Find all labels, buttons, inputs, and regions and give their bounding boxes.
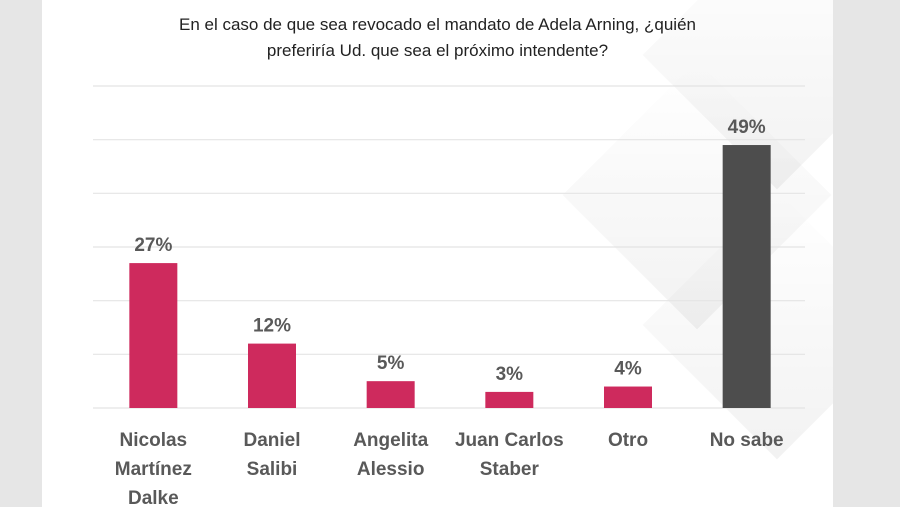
bar [129, 263, 178, 408]
data-label: 12% [253, 316, 291, 337]
data-label: 5% [377, 353, 405, 374]
category-label: Angelita [353, 430, 428, 451]
bar [248, 343, 296, 408]
bar [485, 391, 534, 408]
chart-title-line: En el caso de que sea revocado el mandat… [179, 15, 696, 34]
category-label: Otro [608, 430, 648, 451]
category-label: Staber [480, 459, 540, 480]
bar [722, 145, 771, 409]
category-label: No sabe [710, 430, 784, 451]
category-label: Martínez [115, 459, 192, 480]
bar [604, 386, 652, 408]
category-label: Alessio [357, 459, 425, 480]
chart-title-line: preferiría Ud. que sea el próximo intend… [266, 41, 609, 60]
bar [366, 381, 415, 408]
data-label: 49% [728, 117, 766, 138]
category-label: Juan Carlos [455, 430, 564, 451]
chart-title: En el caso de que sea revocado el mandat… [42, 12, 833, 64]
category-label: Nicolas [120, 430, 188, 451]
data-label: 4% [614, 359, 642, 380]
data-label: 3% [496, 364, 524, 385]
chart-panel [42, 0, 833, 507]
data-label: 27% [134, 235, 172, 256]
category-label: Salibi [247, 459, 298, 480]
category-label: Dalke [128, 488, 179, 507]
category-label: Daniel [243, 430, 300, 451]
